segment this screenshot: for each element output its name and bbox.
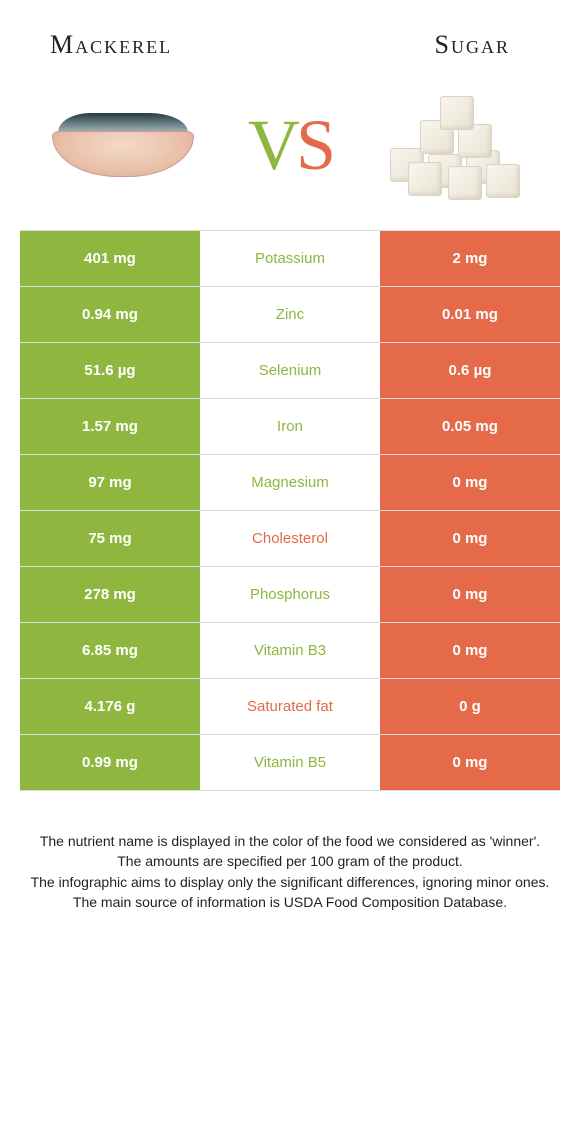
footer-notes: The nutrient name is displayed in the co… [0,791,580,932]
mackerel-image [43,90,203,200]
cell-nutrient-name: Saturated fat [200,679,380,734]
table-row: 1.57 mgIron0.05 mg [20,399,560,455]
title-left: Mackerel [20,30,280,60]
cell-nutrient-name: Vitamin B5 [200,735,380,790]
footer-line: The nutrient name is displayed in the co… [30,831,550,851]
cell-right-value: 0 mg [380,455,560,510]
cell-nutrient-name: Selenium [200,343,380,398]
cell-right-value: 0.01 mg [380,287,560,342]
cell-nutrient-name: Phosphorus [200,567,380,622]
table-row: 97 mgMagnesium0 mg [20,455,560,511]
footer-line: The infographic aims to display only the… [30,872,550,892]
cell-nutrient-name: Iron [200,399,380,454]
table-row: 278 mgPhosphorus0 mg [20,567,560,623]
vs-s: S [296,104,332,187]
vs-row: V S [0,70,580,230]
title-right: Sugar [280,30,560,60]
vs-label: V S [248,104,332,187]
cell-nutrient-name: Cholesterol [200,511,380,566]
table-row: 51.6 µgSelenium0.6 µg [20,343,560,399]
cell-left-value: 97 mg [20,455,200,510]
table-row: 75 mgCholesterol0 mg [20,511,560,567]
cell-left-value: 6.85 mg [20,623,200,678]
table-row: 6.85 mgVitamin B30 mg [20,623,560,679]
table-row: 4.176 gSaturated fat0 g [20,679,560,735]
infographic-container: Mackerel Sugar V S 401 mgPotassium2 mg0.… [0,0,580,932]
vs-v: V [248,104,296,187]
cell-left-value: 51.6 µg [20,343,200,398]
nutrient-table: 401 mgPotassium2 mg0.94 mgZinc0.01 mg51.… [20,230,560,791]
cell-left-value: 1.57 mg [20,399,200,454]
cell-right-value: 0 g [380,679,560,734]
cell-nutrient-name: Vitamin B3 [200,623,380,678]
cell-left-value: 0.94 mg [20,287,200,342]
cell-left-value: 75 mg [20,511,200,566]
table-row: 0.94 mgZinc0.01 mg [20,287,560,343]
cell-nutrient-name: Potassium [200,231,380,286]
cell-nutrient-name: Zinc [200,287,380,342]
cell-right-value: 0 mg [380,735,560,790]
cell-left-value: 4.176 g [20,679,200,734]
table-row: 401 mgPotassium2 mg [20,231,560,287]
cell-nutrient-name: Magnesium [200,455,380,510]
cell-right-value: 0 mg [380,511,560,566]
cell-right-value: 0.05 mg [380,399,560,454]
cell-right-value: 0 mg [380,567,560,622]
cell-left-value: 278 mg [20,567,200,622]
header: Mackerel Sugar [0,0,580,70]
mackerel-icon [48,105,198,185]
sugar-image [377,90,537,200]
cell-left-value: 0.99 mg [20,735,200,790]
footer-line: The amounts are specified per 100 gram o… [30,851,550,871]
sugar-icon [382,90,532,200]
cell-right-value: 0 mg [380,623,560,678]
table-row: 0.99 mgVitamin B50 mg [20,735,560,791]
footer-line: The main source of information is USDA F… [30,892,550,912]
cell-right-value: 0.6 µg [380,343,560,398]
cell-right-value: 2 mg [380,231,560,286]
cell-left-value: 401 mg [20,231,200,286]
